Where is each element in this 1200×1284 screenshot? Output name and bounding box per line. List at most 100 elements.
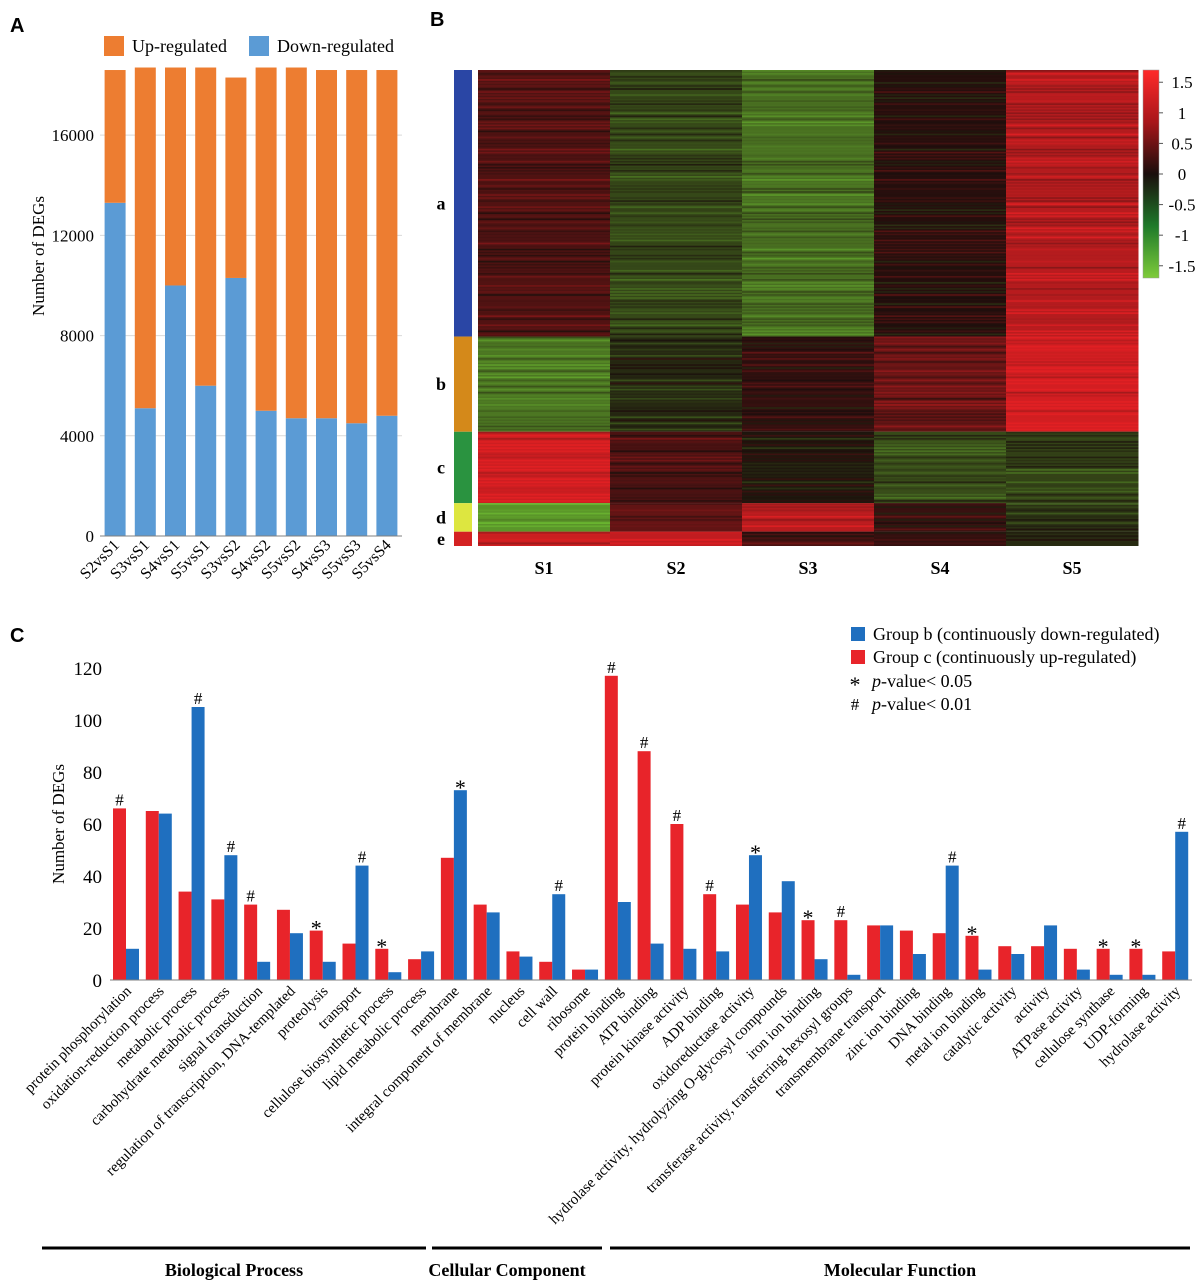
panel-b-heatmap-row: [1006, 385, 1139, 388]
panel-b-heatmap-row: [1006, 330, 1139, 333]
panel-b-heatmap-row: [742, 330, 875, 333]
panel-c-bar-group-c: [113, 808, 126, 980]
panel-b-heatmap-row: [874, 242, 1007, 245]
panel-b-heatmap-row: [610, 528, 743, 531]
panel-b-heatmap-row: [1006, 109, 1139, 112]
panel-b-heatmap-row: [610, 233, 743, 236]
panel-b-heatmap-row: [874, 100, 1007, 102]
panel-a-y-tick-label: 8000: [60, 327, 94, 346]
panel-b-heatmap-row: [478, 79, 611, 81]
panel-b-heatmap-row: [1006, 97, 1139, 99]
panel-b-heatmap-row: [742, 212, 875, 215]
panel-b-heatmap-row: [742, 318, 875, 321]
panel-b-heatmap-row: [610, 465, 743, 468]
panel-b-heatmap-row: [478, 100, 611, 102]
panel-a-legend-label-down: Down-regulated: [277, 36, 394, 56]
panel-b-heatmap-row: [742, 197, 875, 199]
panel-b-heatmap-row: [1006, 519, 1139, 521]
panel-b-heatmap-row: [1006, 100, 1139, 102]
panel-b-heatmap-row: [742, 506, 875, 509]
panel-b-heatmap-row: [1006, 182, 1139, 184]
panel-b-heatmap-row: [610, 118, 743, 121]
panel-c-bar-group-b: [1076, 969, 1090, 980]
panel-b-heatmap-row: [478, 441, 611, 443]
panel-b-heatmap-row: [874, 157, 1007, 160]
panel-b-heatmap-row: [874, 367, 1007, 369]
panel-b-heatmap-row: [1006, 413, 1139, 416]
panel-b-heatmap-row: [742, 136, 875, 139]
panel-b-heatmap-row: [1006, 434, 1139, 437]
panel-b-heatmap-row: [874, 348, 1007, 351]
panel-b-heatmap-row: [610, 109, 743, 112]
panel-b-heatmap-row: [742, 272, 875, 275]
panel-b-heatmap-row: [742, 493, 875, 496]
panel-c-bar-group-b: [388, 972, 402, 980]
panel-c-legend-swatch-group-c: [851, 650, 865, 664]
panel-b-cluster-segment-c: [454, 431, 472, 504]
panel-b-heatmap-row: [742, 472, 875, 474]
panel-c-bar-group-c: [408, 959, 422, 980]
panel-b-heatmap-row: [610, 394, 743, 397]
panel-b-cluster-label: e: [437, 529, 445, 549]
panel-b-heatmap-row: [874, 257, 1007, 260]
panel-b-heatmap-row: [874, 333, 1007, 336]
panel-b-heatmap-row: [742, 376, 875, 379]
panel-b-heatmap-row: [874, 512, 1007, 515]
panel-b-heatmap-row: [478, 254, 611, 257]
panel-b-heatmap-row: [610, 245, 743, 248]
panel-b-heatmap-row: [1006, 309, 1139, 311]
panel-b-heatmap-row: [478, 163, 611, 166]
panel-b-heatmap-row: [874, 490, 1007, 493]
panel-b-heatmap-row: [478, 312, 611, 314]
panel-b-heatmap-row: [1006, 148, 1139, 151]
panel-b-heatmap-row: [478, 227, 611, 230]
panel-b-heatmap-row: [478, 431, 611, 434]
panel-b-heatmap-row: [610, 154, 743, 157]
panel-b-heatmap-row: [742, 282, 875, 284]
panel-b-heatmap-row: [478, 291, 611, 293]
panel-b-heatmap-row: [742, 121, 875, 124]
panel-a-bar-down-regulated: [376, 415, 398, 536]
panel-b-heatmap-row: [1006, 185, 1139, 187]
panel-c-bar-group-b: [650, 943, 664, 980]
panel-b-heatmap-row: [874, 437, 1007, 440]
panel-b-heatmap-row: [478, 339, 611, 342]
panel-b-heatmap-row: [610, 441, 743, 443]
panel-b-heatmap-row: [742, 500, 875, 502]
panel-b-heatmap-row: [1006, 525, 1139, 528]
panel-c-bar-group-b: [519, 956, 533, 980]
panel-b-heatmap-row: [610, 342, 743, 345]
panel-b-heatmap-row: [874, 106, 1007, 109]
panel-b-heatmap-row: [610, 166, 743, 169]
panel-b-heatmap-row: [478, 233, 611, 236]
panel-b-heatmap-row: [478, 500, 611, 502]
panel-b-heatmap-row: [610, 519, 743, 521]
panel-b-heatmap-row: [1006, 361, 1139, 363]
panel-b-heatmap-row: [742, 179, 875, 181]
panel-a-bar-up-regulated: [134, 67, 156, 409]
panel-b-heatmap-row: [610, 203, 743, 205]
panel-b-heatmap-row: [610, 103, 743, 105]
panel-b-heatmap-row: [478, 166, 611, 169]
panel-b-heatmap-row: [874, 506, 1007, 509]
panel-b-heatmap-row: [874, 397, 1007, 400]
panel-b-heatmap-row: [742, 106, 875, 109]
panel-b-heatmap-row: [742, 266, 875, 269]
panel-b-heatmap-row: [874, 376, 1007, 379]
panel-b-heatmap-row: [874, 388, 1007, 391]
panel-b-heatmap-row: [1006, 327, 1139, 330]
panel-b-heatmap-row: [742, 103, 875, 105]
panel-b-heatmap-row: [610, 484, 743, 487]
panel-b-heatmap-row: [742, 215, 875, 218]
panel-c-group-label: Biological Process: [165, 1260, 303, 1280]
panel-b-heatmap-row: [478, 481, 611, 484]
panel-b-heatmap-row: [742, 163, 875, 166]
panel-b-heatmap-row: [1006, 522, 1139, 524]
panel-b-heatmap-row: [874, 169, 1007, 172]
panel-c-bar-group-c: [965, 935, 979, 980]
panel-b-heatmap-row: [610, 503, 743, 505]
panel-b-heatmap-row: [742, 327, 875, 330]
panel-b-heatmap-row: [874, 124, 1007, 127]
panel-a-bar-up-regulated: [165, 67, 186, 286]
panel-a-y-tick-label: 4000: [60, 427, 94, 446]
